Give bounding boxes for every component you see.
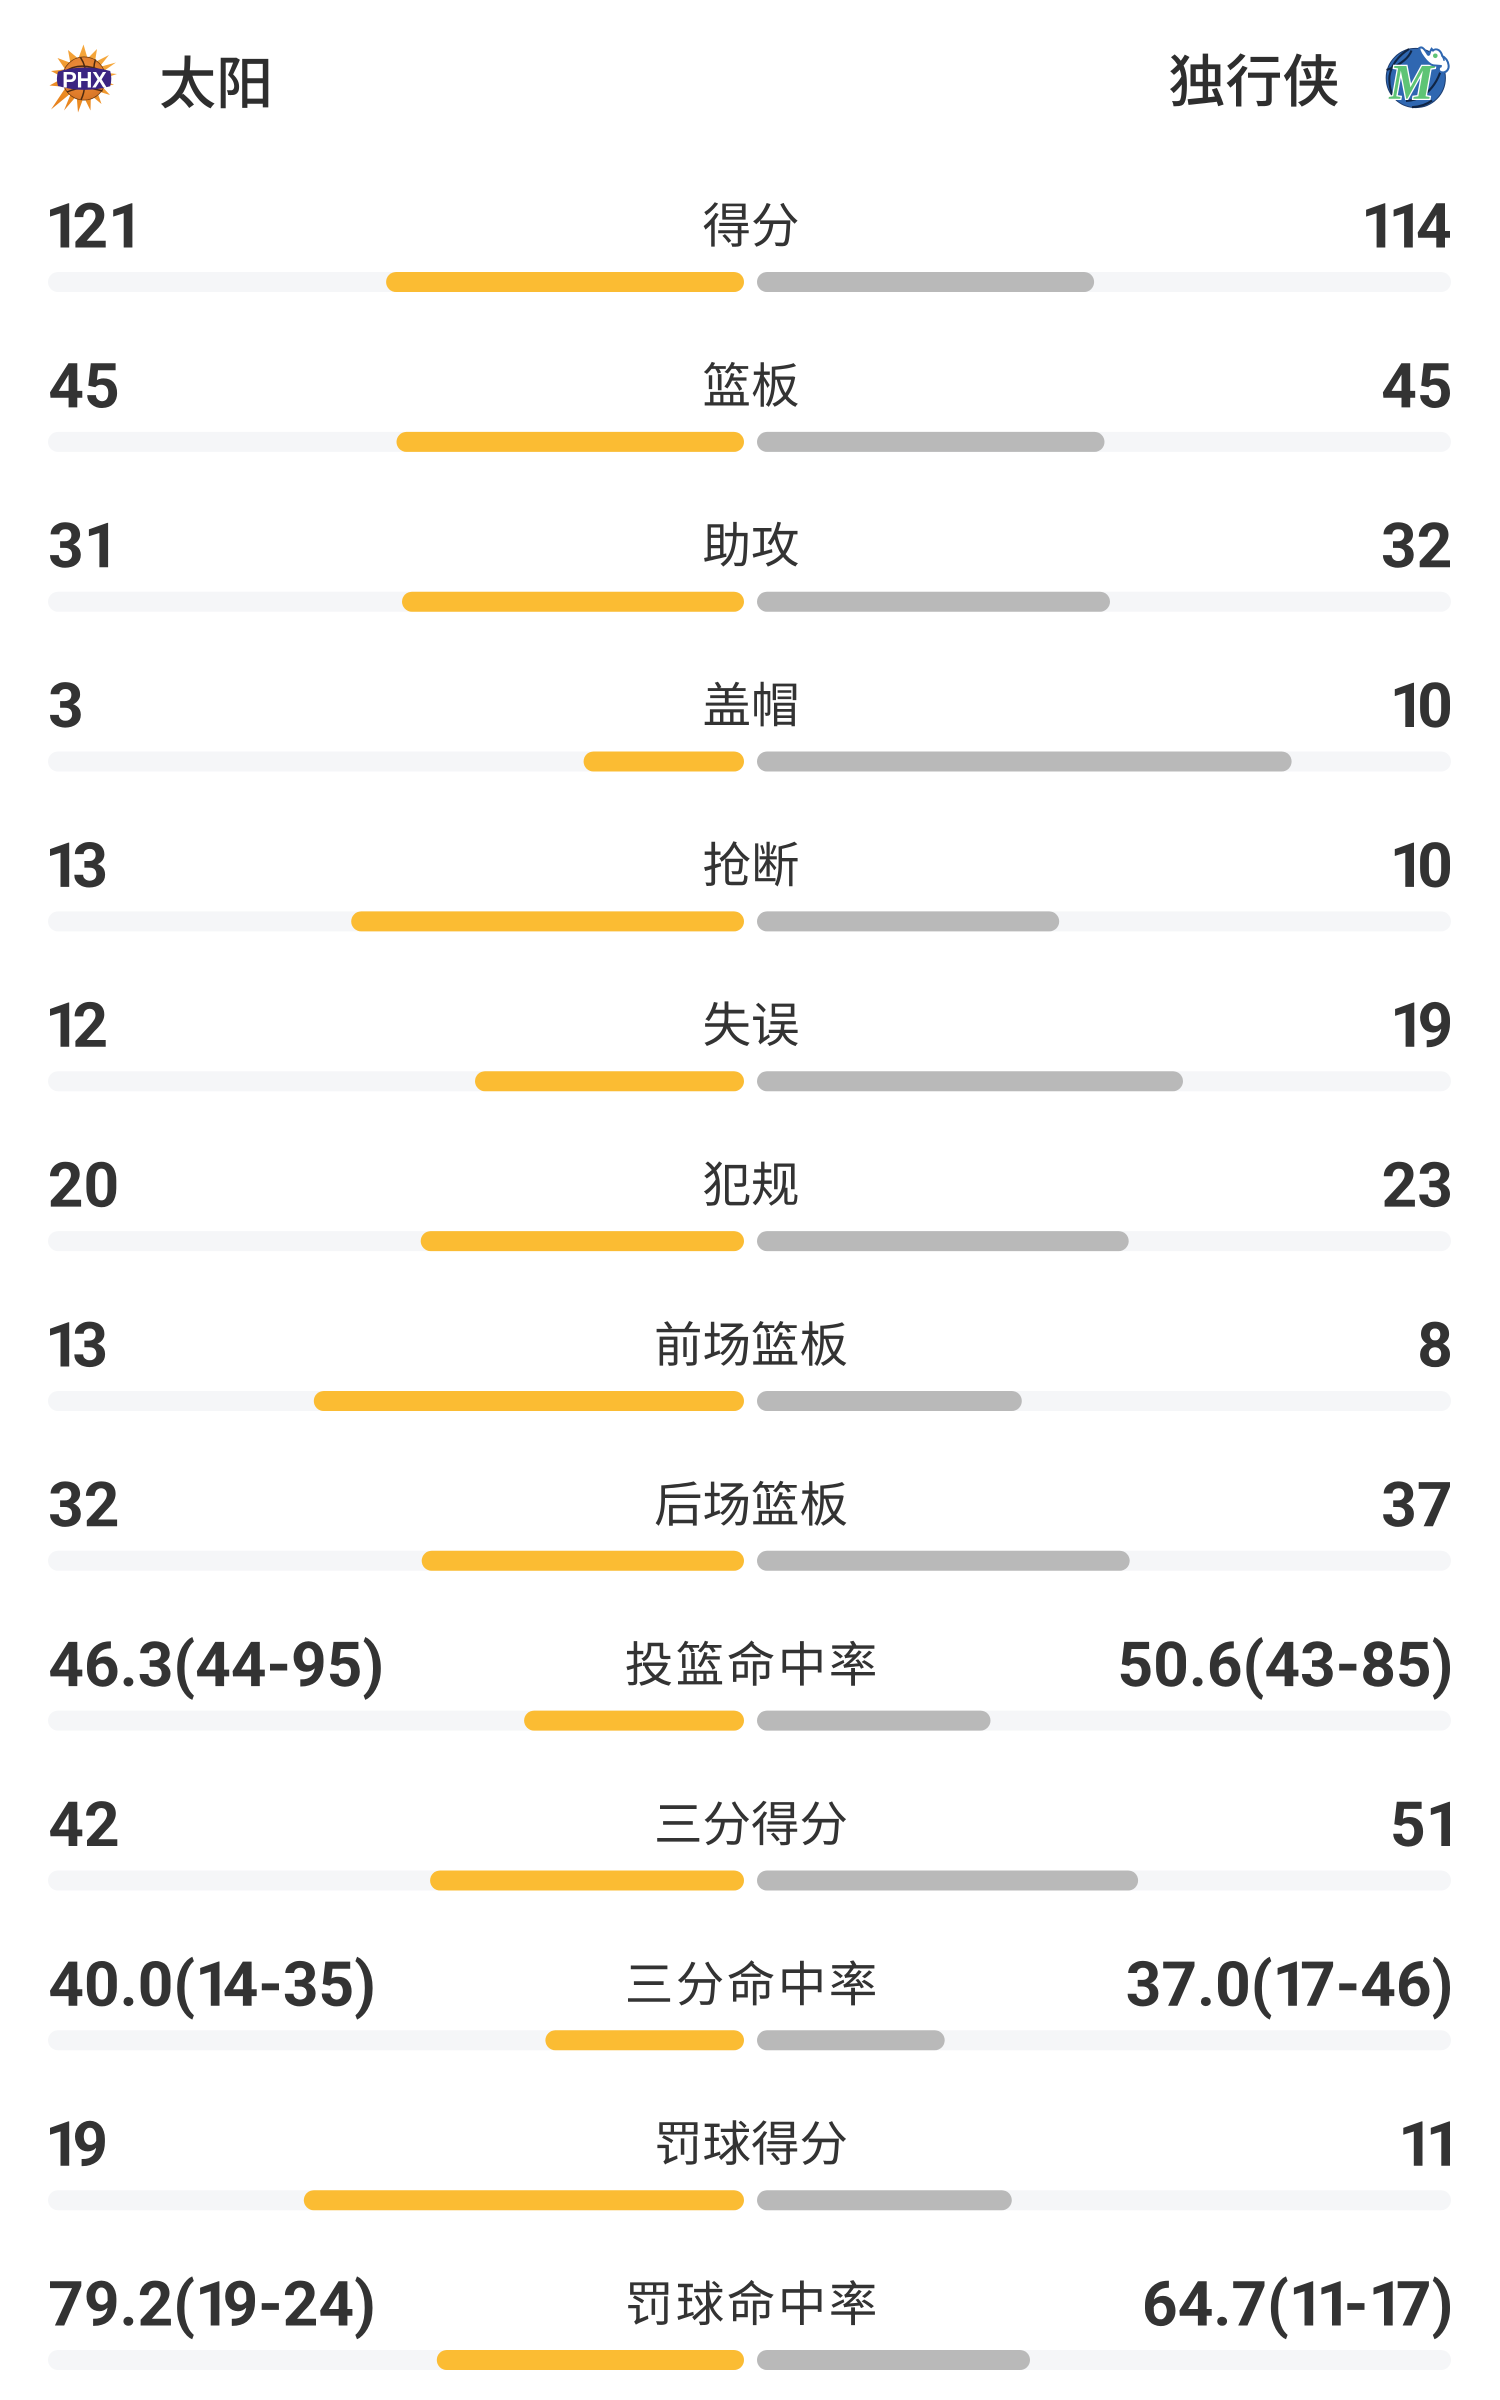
svg-text:PHX: PHX (62, 67, 107, 92)
